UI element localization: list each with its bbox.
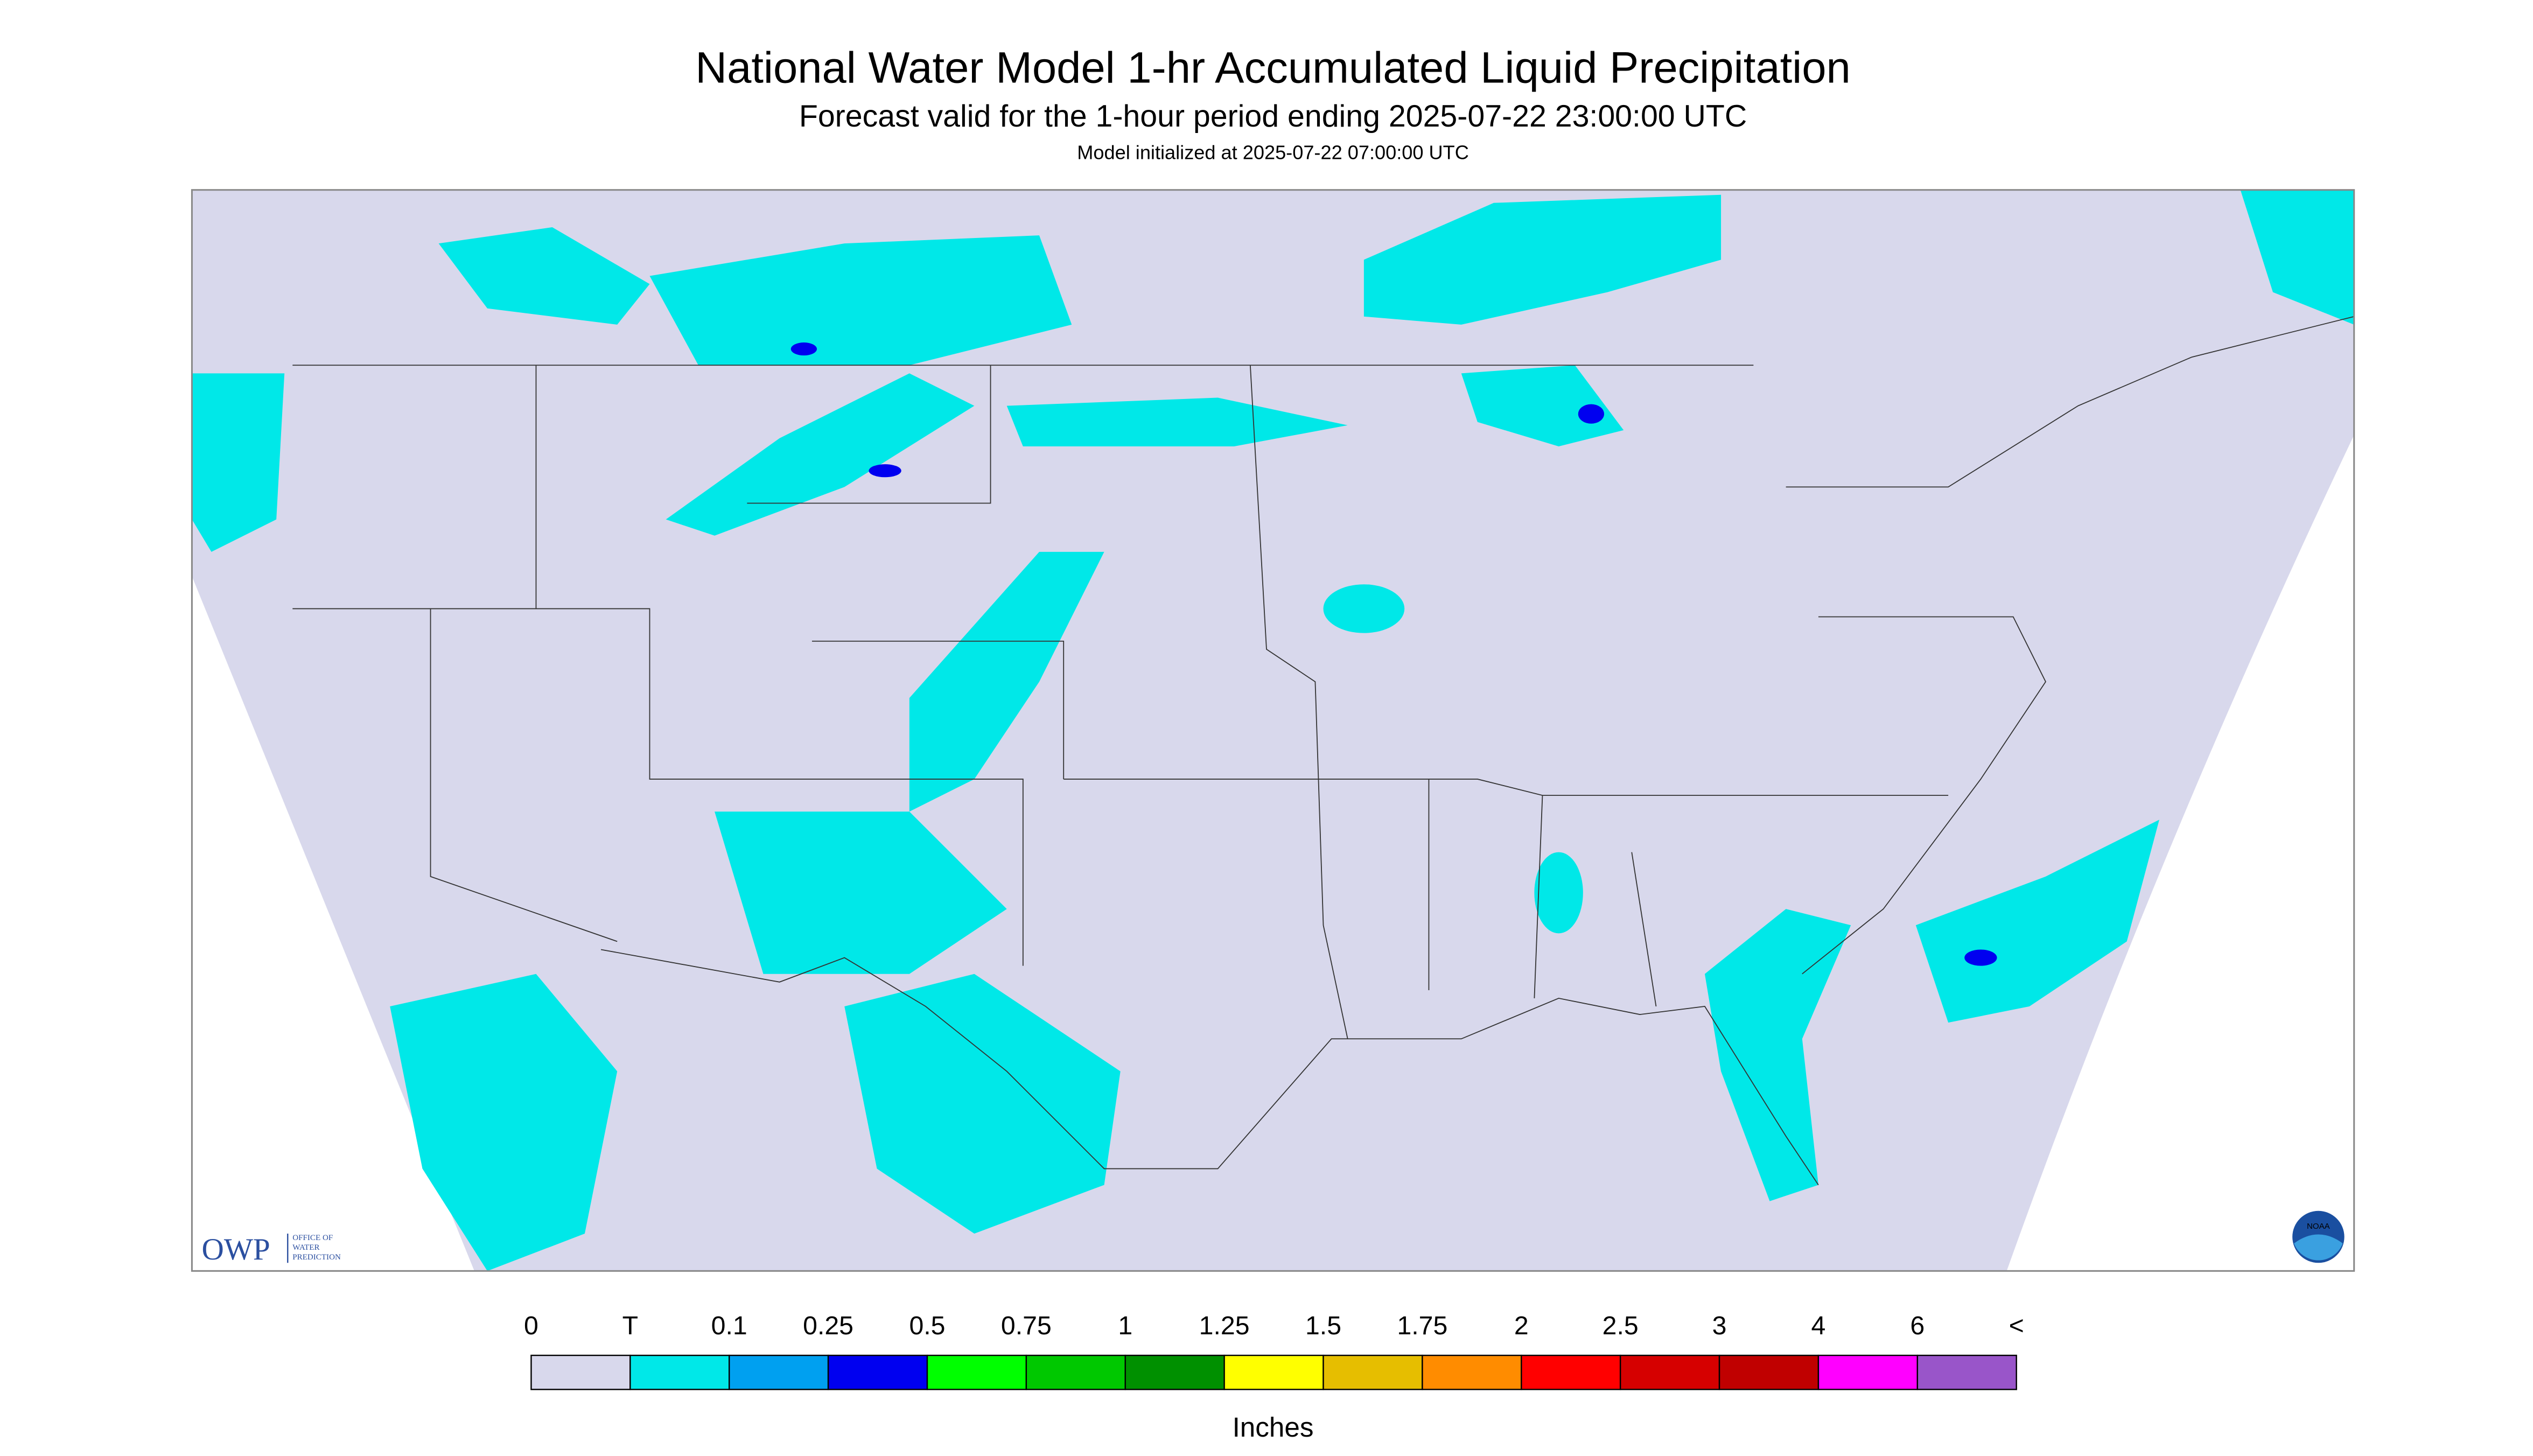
projection-edge <box>192 576 474 1271</box>
precip-areas <box>192 190 2354 1271</box>
legend-swatch <box>926 1354 1027 1390</box>
legend-swatch <box>1422 1354 1522 1390</box>
legend-swatch <box>1521 1354 1621 1390</box>
legend-unit: Inches <box>1233 1412 1314 1443</box>
legend-label: 1.5 <box>1305 1311 1341 1340</box>
borders <box>292 316 2354 1186</box>
legend-swatch <box>1817 1354 1919 1390</box>
map-frame <box>191 189 2355 1272</box>
legend-swatch <box>1916 1354 2017 1390</box>
legend-swatch <box>1025 1354 1126 1390</box>
legend-swatch <box>1718 1354 1820 1390</box>
heavy-precip <box>790 342 1997 966</box>
legend-label: 3 <box>1712 1311 1727 1340</box>
legend-label: 1.75 <box>1397 1311 1447 1340</box>
legend-swatch <box>629 1354 730 1390</box>
legend-swatch <box>1124 1354 1225 1390</box>
legend-label: 4 <box>1811 1311 1826 1340</box>
noaa-logo: NOAA <box>2292 1210 2345 1263</box>
legend-label: T <box>622 1311 638 1340</box>
projection-edge <box>2006 435 2354 1271</box>
legend-swatch <box>827 1354 928 1390</box>
legend: 0 T 0.1 0.25 0.5 0.75 1 1.25 1.5 1.75 2 2.5 3 4 6 < <box>524 1311 2024 1390</box>
owp-logo: OWP OFFICE OF WATER PREDICTION <box>201 1233 340 1266</box>
noaa-text: NOAA <box>2307 1222 2331 1231</box>
legend-label: 2 <box>1514 1311 1529 1340</box>
owp-text: OWP <box>201 1233 270 1266</box>
owp-subtext: WATER <box>292 1243 320 1252</box>
owp-subtext: PREDICTION <box>292 1253 341 1262</box>
legend-label: < <box>2009 1311 2024 1340</box>
owp-subtext: OFFICE OF <box>292 1234 333 1242</box>
legend-swatch <box>1223 1354 1324 1390</box>
legend-label: 0.1 <box>711 1311 747 1340</box>
init-note: Model initialized at 2025-07-22 07:00:00… <box>1077 141 1469 163</box>
legend-label: 0.75 <box>1001 1311 1052 1340</box>
legend-swatch <box>1323 1354 1423 1390</box>
legend-label: 1.25 <box>1199 1311 1250 1340</box>
title: National Water Model 1-hr Accumulated Li… <box>695 44 1850 93</box>
map: OWP OFFICE OF WATER PREDICTION NOAA <box>191 189 2355 1272</box>
legend-swatch <box>1619 1354 1720 1390</box>
legend-swatch <box>530 1354 631 1390</box>
legend-label: 0 <box>524 1311 538 1340</box>
legend-swatch <box>728 1354 829 1390</box>
legend-label: 6 <box>1910 1311 1925 1340</box>
legend-label: 1 <box>1118 1311 1132 1340</box>
legend-label: 0.5 <box>909 1311 945 1340</box>
legend-label: 0.25 <box>803 1311 853 1340</box>
subtitle: Forecast valid for the 1-hour period end… <box>799 99 1747 134</box>
legend-label: 2.5 <box>1603 1311 1639 1340</box>
